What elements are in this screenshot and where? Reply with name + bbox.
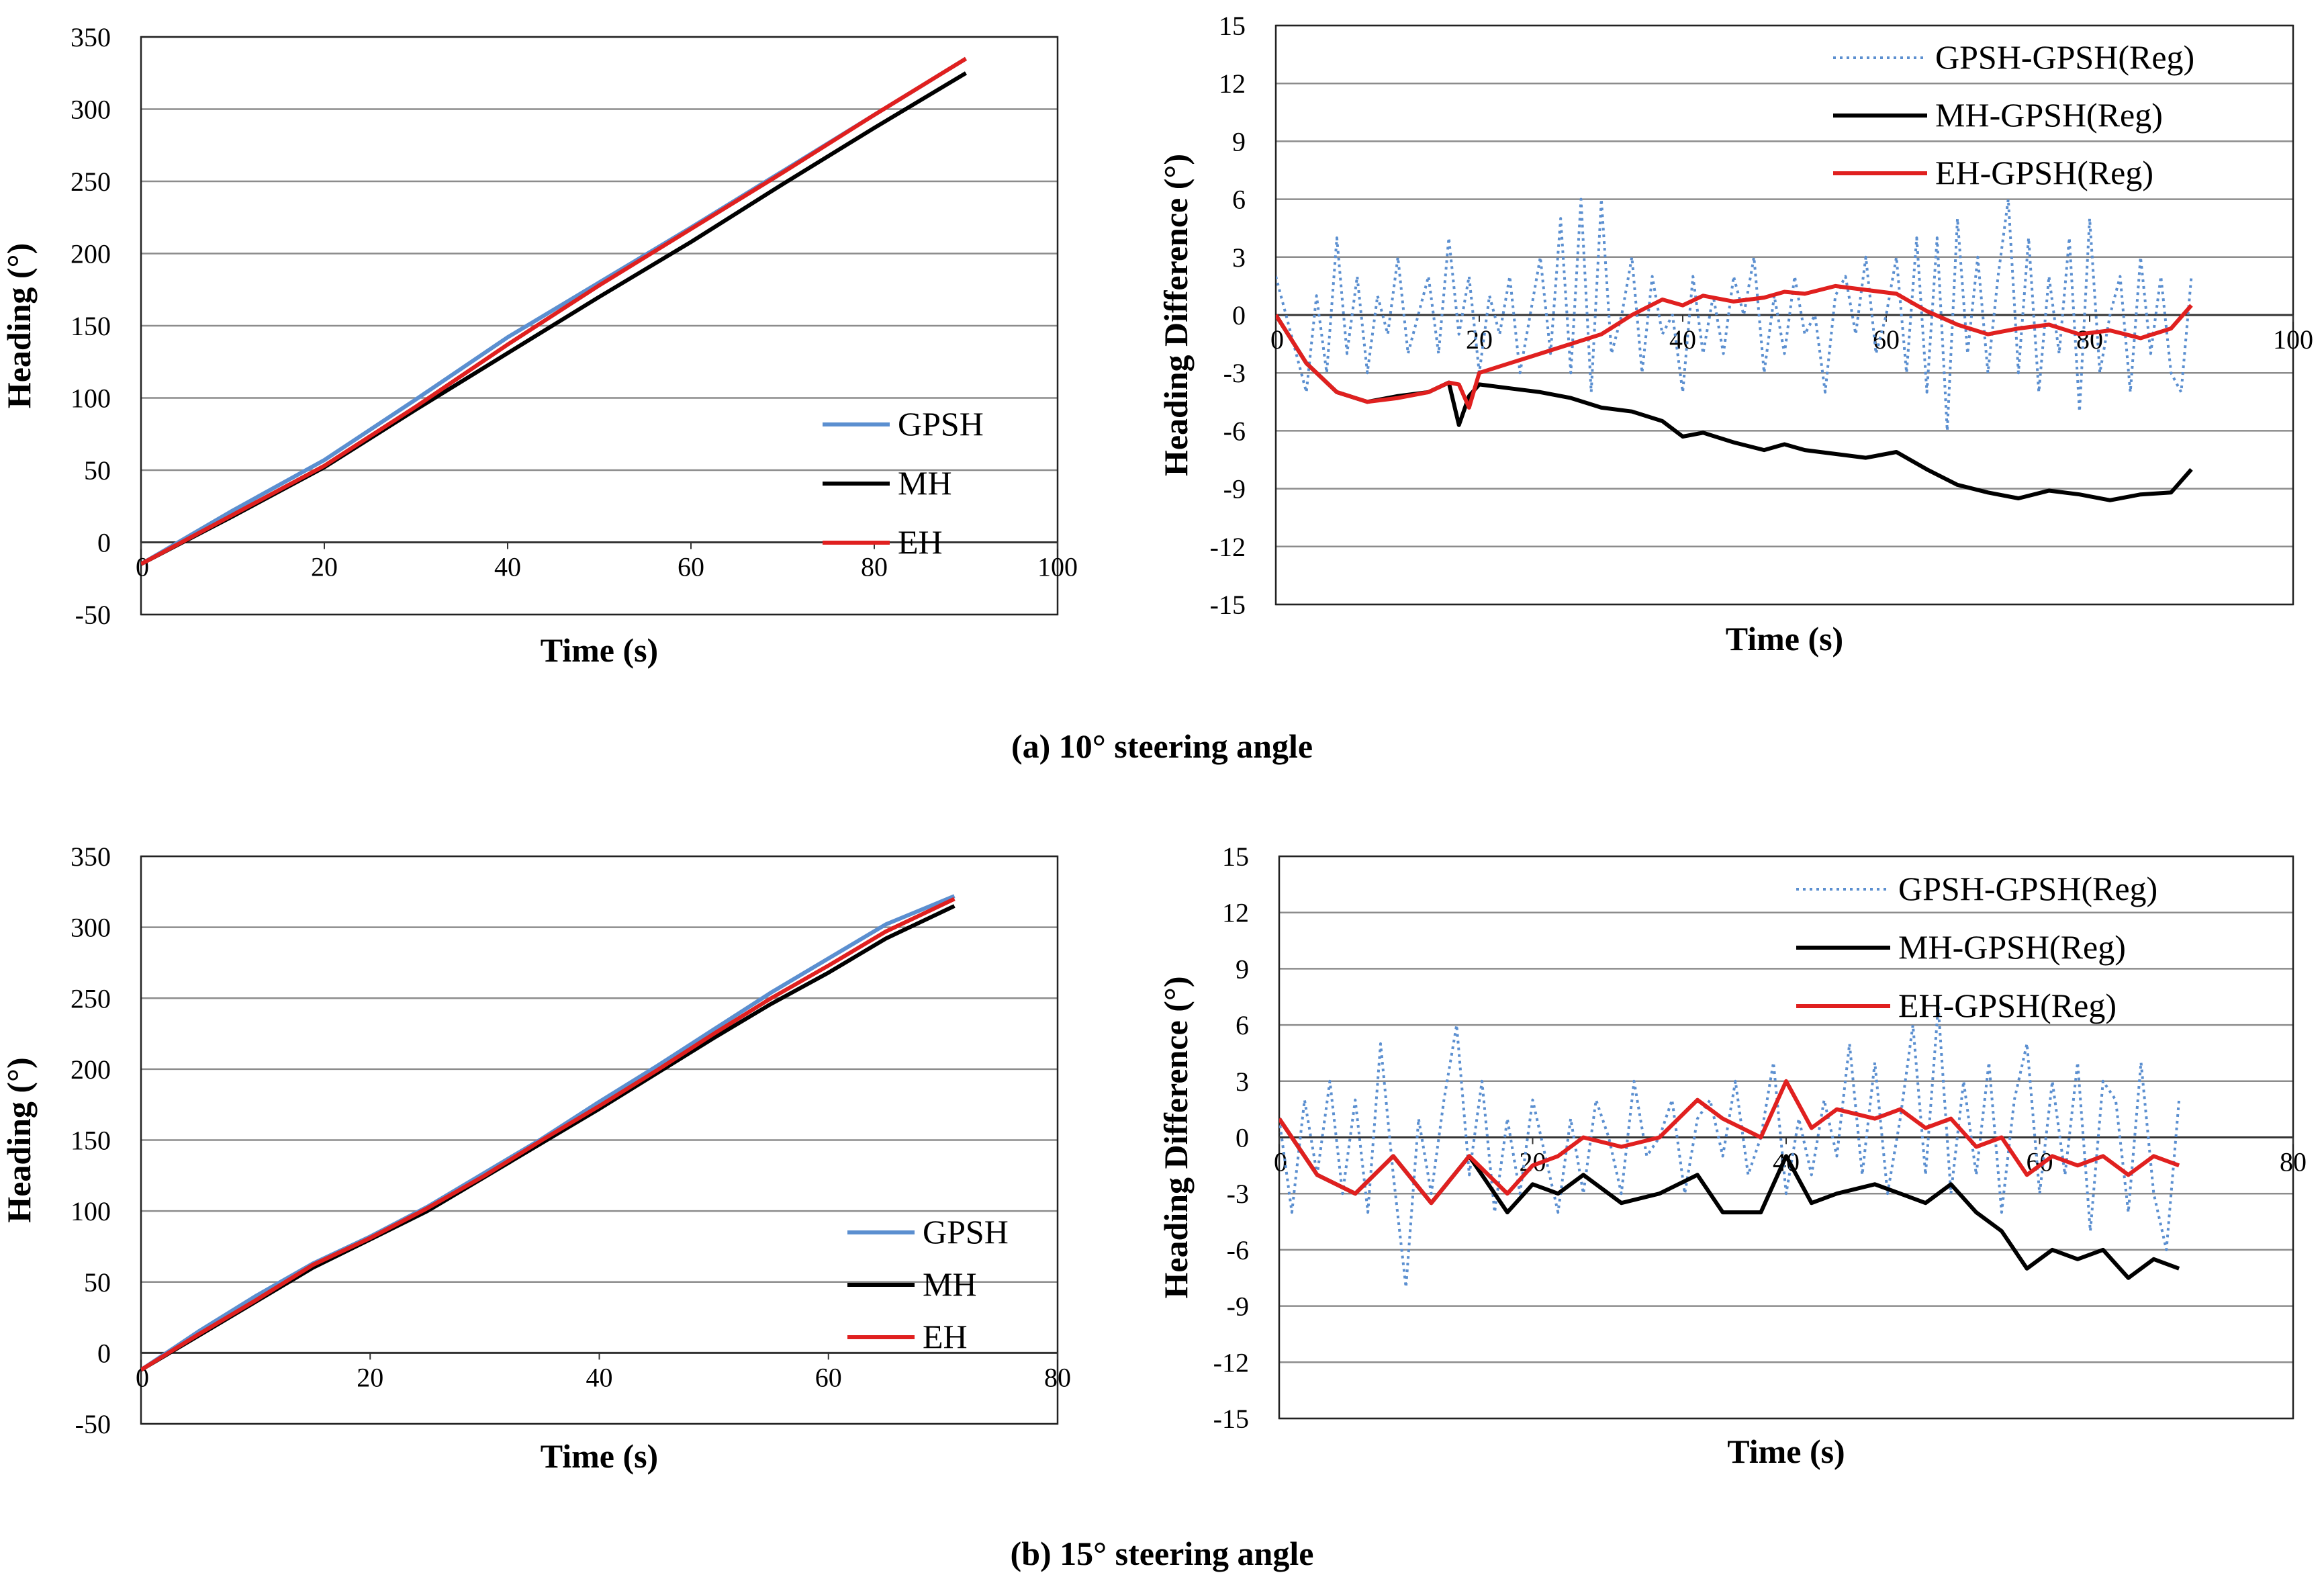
legend-label: EH: [898, 523, 943, 561]
y-tick-label: 0: [1232, 300, 1246, 330]
y-tick-label: 15: [1222, 842, 1249, 872]
y-tick-label: -50: [75, 600, 111, 630]
y-tick-label: -12: [1210, 532, 1246, 562]
caption-a: (a) 10° steering angle: [1011, 727, 1313, 765]
legend-label: MH-GPSH(Reg): [1935, 96, 2163, 134]
y-tick-label: -6: [1223, 416, 1246, 446]
y-axis-title: Heading (°): [0, 243, 38, 408]
y-tick-label: -6: [1227, 1235, 1249, 1265]
x-tick-label: 0: [136, 1362, 149, 1392]
y-tick-label: 0: [1236, 1123, 1249, 1153]
legend: GPSH MH EH: [847, 1213, 1009, 1355]
y-tick-label: -3: [1227, 1179, 1249, 1209]
legend: GPSH-GPSH(Reg) MH-GPSH(Reg) EH-GPSH(Reg): [1796, 870, 2157, 1024]
series-mh: [141, 71, 968, 566]
x-tick-label: 0: [136, 552, 149, 582]
series-gpsh-gpsh-reg-: [1279, 1005, 2181, 1289]
y-tick-label: -15: [1210, 590, 1246, 620]
y-tick-label: 50: [84, 1267, 111, 1298]
y-tick-label: 200: [71, 239, 111, 269]
x-tick-label: 100: [2273, 324, 2313, 355]
legend-label: MH-GPSH(Reg): [1898, 928, 2126, 966]
legend-label: MH: [898, 464, 952, 502]
y-tick-label: 50: [84, 455, 111, 486]
series-mh-gpsh-reg-: [1279, 1117, 2180, 1280]
y-tick-label: 200: [71, 1054, 111, 1085]
legend-label: GPSH-GPSH(Reg): [1935, 38, 2194, 76]
x-axis-title: Time (s): [1727, 1433, 1845, 1470]
y-tick-label: 3: [1232, 242, 1246, 273]
legend-label: MH: [923, 1265, 977, 1303]
y-tick-label: 9: [1236, 954, 1249, 984]
y-tick-label: 250: [71, 983, 111, 1013]
x-axis-title: Time (s): [541, 631, 658, 669]
y-tick-label: -15: [1213, 1404, 1249, 1434]
y-tick-label: 0: [97, 528, 111, 558]
x-tick-label: 60: [678, 552, 704, 582]
x-axis-title: Time (s): [541, 1437, 658, 1475]
x-tick-label: 60: [1873, 324, 1900, 355]
plot-frame: [140, 36, 1059, 616]
legend: GPSH MH EH: [823, 405, 984, 561]
y-tick-label: 350: [71, 842, 111, 872]
y-tick-label: 150: [71, 311, 111, 341]
y-tick-label: -50: [75, 1409, 111, 1439]
y-tick-label: 100: [71, 1196, 111, 1226]
y-tick-label: 350: [71, 22, 111, 52]
y-tick-label: 300: [71, 913, 111, 943]
y-tick-label: 150: [71, 1126, 111, 1156]
legend-label: GPSH: [923, 1213, 1009, 1251]
y-tick-label: 12: [1222, 898, 1249, 928]
series-eh-gpsh-reg-: [1279, 1079, 2180, 1206]
series-eh: [141, 56, 968, 566]
y-tick-label: 6: [1232, 185, 1246, 215]
series-eh-gpsh-reg-: [1276, 283, 2193, 410]
y-axis-title: Heading (°): [0, 1057, 38, 1222]
y-tick-label: -12: [1213, 1347, 1249, 1377]
plot-frame: [140, 855, 1059, 1425]
x-tick-label: 20: [357, 1362, 383, 1392]
x-axis-title: Time (s): [1726, 620, 1843, 658]
y-tick-label: -9: [1223, 474, 1246, 504]
x-tick-label: 80: [861, 552, 888, 582]
y-tick-label: 9: [1232, 126, 1246, 156]
y-tick-label: 0: [97, 1338, 111, 1368]
chart-a-heading: -50 0 50 100 150 200 250 300 350 0 20 40 60 80 100 Time…: [0, 22, 1078, 669]
x-tick-label: 40: [494, 552, 521, 582]
legend-label: GPSH: [898, 405, 984, 443]
y-tick-label: 250: [71, 167, 111, 197]
y-tick-label: 12: [1219, 69, 1246, 99]
chart-b-heading: -50 0 50 100 150 200 250 300 350 0 20 40 60 80 Time (s…: [0, 842, 1071, 1475]
y-axis-title: Heading Difference (°): [1157, 154, 1195, 476]
x-tick-label: 0: [1270, 324, 1284, 355]
legend-label: GPSH-GPSH(Reg): [1898, 870, 2157, 907]
y-tick-label: 100: [71, 383, 111, 414]
legend: GPSH-GPSH(Reg) MH-GPSH(Reg) EH-GPSH(Reg): [1833, 38, 2194, 191]
y-tick-label: -9: [1227, 1292, 1249, 1322]
legend-label: EH-GPSH(Reg): [1935, 154, 2153, 191]
legend-label: EH: [923, 1318, 968, 1355]
y-axis-title: Heading Difference (°): [1157, 976, 1195, 1298]
y-tick-label: 6: [1236, 1010, 1249, 1040]
x-tick-label: 80: [1044, 1362, 1071, 1392]
y-tick-label: 15: [1219, 11, 1246, 41]
legend-label: EH-GPSH(Reg): [1898, 987, 2117, 1024]
x-tick-label: 20: [311, 552, 338, 582]
x-tick-label: 80: [2280, 1147, 2307, 1177]
x-tick-label: 20: [1466, 324, 1493, 355]
x-tick-label: 40: [586, 1362, 613, 1392]
y-tick-label: 300: [71, 95, 111, 125]
y-tick-label: 3: [1236, 1067, 1249, 1097]
caption-b: (b) 15° steering angle: [1010, 1535, 1314, 1572]
series-mh-gpsh-reg-: [1276, 314, 2193, 502]
x-tick-label: 100: [1037, 552, 1078, 582]
series-eh: [141, 897, 956, 1372]
x-tick-label: 60: [815, 1362, 842, 1392]
y-tick-label: -3: [1223, 358, 1246, 388]
